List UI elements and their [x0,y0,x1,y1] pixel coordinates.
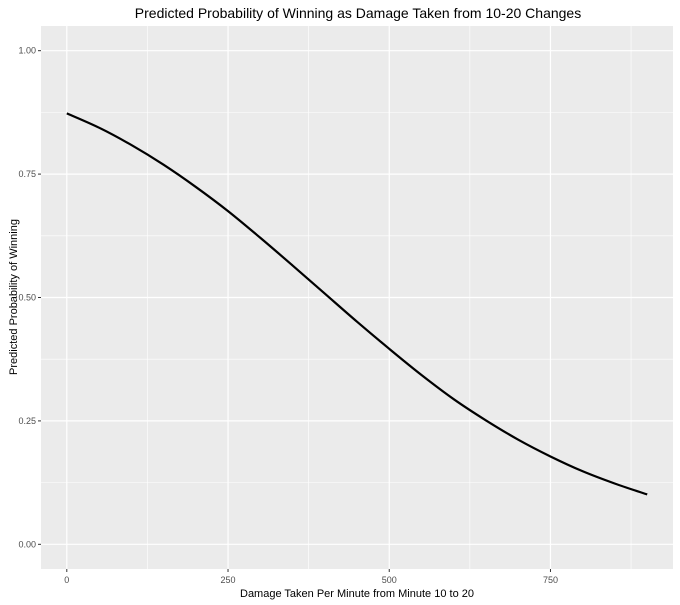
y-tick-label: 0.00 [18,539,36,549]
x-tick-label: 750 [543,575,558,585]
y-tick-label: 0.50 [18,293,36,303]
y-axis: 0.00 0.25 0.50 0.75 1.00 [18,46,41,549]
y-tick-label: 0.75 [18,169,36,179]
series-line [66,112,648,496]
y-tick-label: 1.00 [18,46,36,56]
x-tick-label: 250 [221,575,236,585]
y-axis-label: Predicted Probability of Winning [8,219,20,375]
major-gridlines [41,26,673,569]
x-axis: 0 250 500 750 [64,569,558,585]
y-tick-label: 0.25 [18,416,36,426]
x-axis-label: Damage Taken Per Minute from Minute 10 t… [240,588,474,600]
x-tick-label: 0 [64,575,69,585]
series-layer [66,112,648,496]
x-tick-label: 500 [382,575,397,585]
chart-title: Predicted Probability of Winning as Dama… [135,5,581,21]
